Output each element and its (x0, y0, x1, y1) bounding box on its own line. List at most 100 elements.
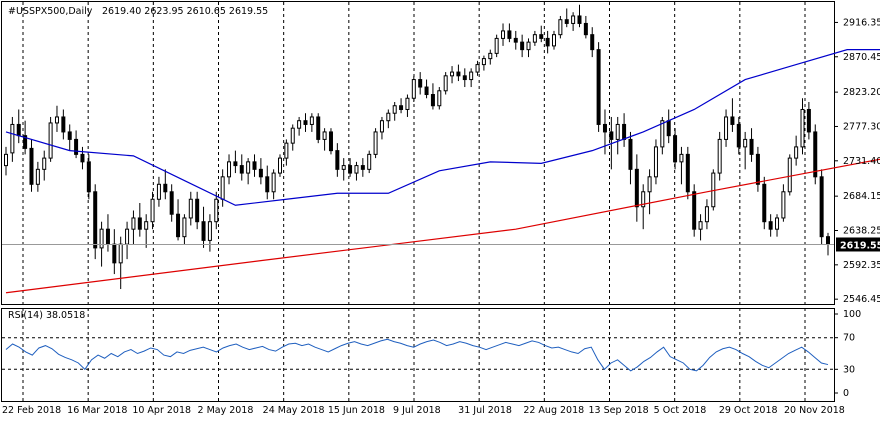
candle (411, 75, 416, 102)
candle (335, 143, 340, 177)
candle-body (450, 71, 455, 77)
candle-body (54, 116, 59, 124)
candle-body (93, 191, 98, 249)
candle (10, 116, 15, 162)
candle (526, 38, 531, 58)
candle-body (4, 153, 8, 167)
candle-body (806, 108, 811, 133)
candle (450, 66, 455, 84)
candle (112, 229, 117, 275)
candle-body (309, 116, 314, 125)
candle (488, 49, 493, 65)
price-tick-label: 2731.40 (843, 156, 880, 167)
candle-body (724, 116, 729, 140)
candle-body (252, 161, 257, 170)
candle-body (265, 176, 270, 193)
candle-body (673, 135, 678, 163)
candle (246, 158, 251, 185)
candle (749, 128, 754, 162)
candle (252, 154, 257, 177)
candle-body (220, 176, 225, 200)
candle (819, 169, 824, 245)
time-tick-label: 10 Apr 2018 (132, 405, 191, 416)
candle (755, 146, 760, 192)
candle-body (743, 138, 748, 148)
candles (4, 4, 830, 290)
candle-body (322, 131, 327, 140)
candle-body (488, 52, 493, 60)
price-tick-label: 2870.45 (843, 52, 880, 63)
candle (787, 154, 792, 196)
time-tick-label: 9 Jul 2018 (393, 405, 441, 416)
candle-body (437, 90, 442, 107)
candle (354, 161, 359, 181)
candle-body (316, 116, 321, 140)
candle-body (239, 165, 244, 174)
candle-body (335, 150, 340, 170)
candle-body (354, 165, 359, 174)
candle (195, 191, 200, 230)
candle-body (787, 157, 792, 193)
candle (214, 191, 219, 230)
candle-body (150, 198, 155, 223)
candle-body (227, 161, 232, 178)
candle-body (348, 165, 353, 174)
candle (188, 191, 193, 226)
candle (16, 109, 21, 144)
candle-body (494, 37, 499, 54)
candle-body (341, 165, 346, 170)
candle (137, 203, 142, 237)
rsi-tick-label: 70 (843, 333, 855, 344)
candle-body (539, 34, 544, 39)
price-tick-label: 2916.35 (843, 17, 880, 28)
candle-body (647, 176, 652, 193)
candle-body (653, 146, 658, 178)
candle (93, 184, 98, 260)
candle-body (176, 213, 181, 238)
candle-body (105, 228, 110, 245)
candle (507, 23, 512, 43)
candle-body (615, 123, 620, 140)
candle (341, 158, 346, 181)
candle (35, 161, 40, 192)
candle (182, 214, 187, 245)
candle-body (424, 86, 429, 96)
rsi-pane[interactable] (1, 308, 835, 402)
candle-body (590, 34, 595, 51)
candle (513, 30, 518, 50)
candle-body (67, 131, 72, 140)
candle (481, 55, 486, 71)
candle-body (328, 131, 333, 152)
candle (150, 191, 155, 230)
candle-body (666, 120, 671, 137)
candle-body (367, 153, 372, 170)
price-tick-label: 2823.20 (843, 87, 880, 98)
candle-body (634, 168, 639, 208)
candle-body (360, 165, 365, 170)
candle-body (507, 30, 512, 39)
candle (29, 139, 34, 192)
ma-slow-line (5, 158, 880, 294)
candle-body (481, 58, 486, 66)
candle (297, 116, 302, 136)
candle-body (704, 206, 709, 223)
candle (386, 109, 391, 129)
candle-body (692, 191, 697, 230)
last-price-label: 2619.55 (840, 240, 880, 251)
time-tick-label: 20 Nov 2018 (784, 405, 845, 416)
main-pane[interactable] (1, 1, 835, 305)
candle-body (233, 161, 238, 167)
candle (692, 184, 697, 237)
candle-body (290, 127, 295, 144)
candle (424, 79, 429, 99)
candle-body (679, 153, 684, 163)
candle (743, 131, 748, 170)
candle (653, 139, 658, 185)
candle (392, 102, 397, 121)
candle (564, 8, 569, 28)
candle (54, 105, 59, 132)
candle-body (526, 41, 531, 51)
candle-body (86, 161, 91, 193)
candle (501, 23, 506, 46)
candle-body (207, 221, 212, 241)
